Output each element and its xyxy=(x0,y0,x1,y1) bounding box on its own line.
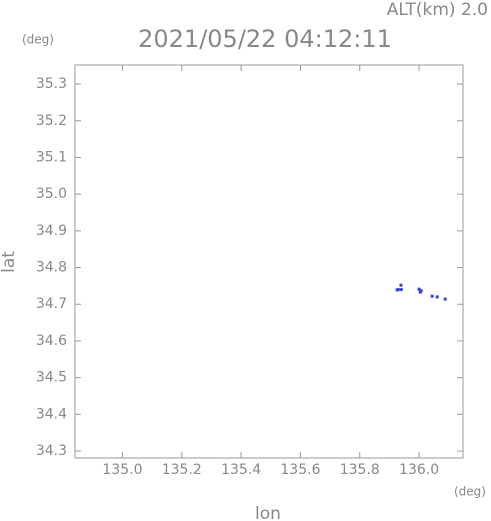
x-unit: (deg) xyxy=(454,485,486,499)
point xyxy=(443,297,447,301)
point xyxy=(396,288,400,292)
x-tick-label: 135.8 xyxy=(340,462,380,478)
y-tick-label: 34.4 xyxy=(36,406,67,422)
x-tick-label: 135.2 xyxy=(162,462,202,478)
y-tick-label: 35.3 xyxy=(36,76,67,92)
y-tick-label: 34.9 xyxy=(36,223,67,239)
x-axis-label: lon xyxy=(255,504,281,521)
x-tick-label: 135.6 xyxy=(280,462,320,478)
y-tick-label: 34.3 xyxy=(36,443,67,459)
x-tick-label: 136.0 xyxy=(399,462,439,478)
y-tick-label: 34.8 xyxy=(36,260,67,276)
y-unit: (deg) xyxy=(22,33,54,47)
y-tick-label: 35.2 xyxy=(36,113,67,129)
point xyxy=(417,287,421,291)
point xyxy=(435,295,439,299)
x-tick-label: 135.4 xyxy=(221,462,261,478)
point xyxy=(430,294,434,298)
point xyxy=(419,289,423,293)
chart-title: 2021/05/22 04:12:11 xyxy=(138,25,392,53)
y-tick-label: 34.6 xyxy=(36,333,67,349)
plot-frame xyxy=(74,64,464,459)
chart-subtitle: ALT(km) 2.0 xyxy=(387,0,488,20)
y-axis-label: lat xyxy=(0,251,19,273)
point xyxy=(399,288,403,292)
y-tick-label: 35.1 xyxy=(36,149,67,165)
x-tick-label: 135.0 xyxy=(102,462,142,478)
y-tick-label: 34.7 xyxy=(36,296,67,312)
y-tick-label: 34.5 xyxy=(36,370,67,386)
y-tick-label: 35.0 xyxy=(36,186,67,202)
point xyxy=(399,283,403,287)
